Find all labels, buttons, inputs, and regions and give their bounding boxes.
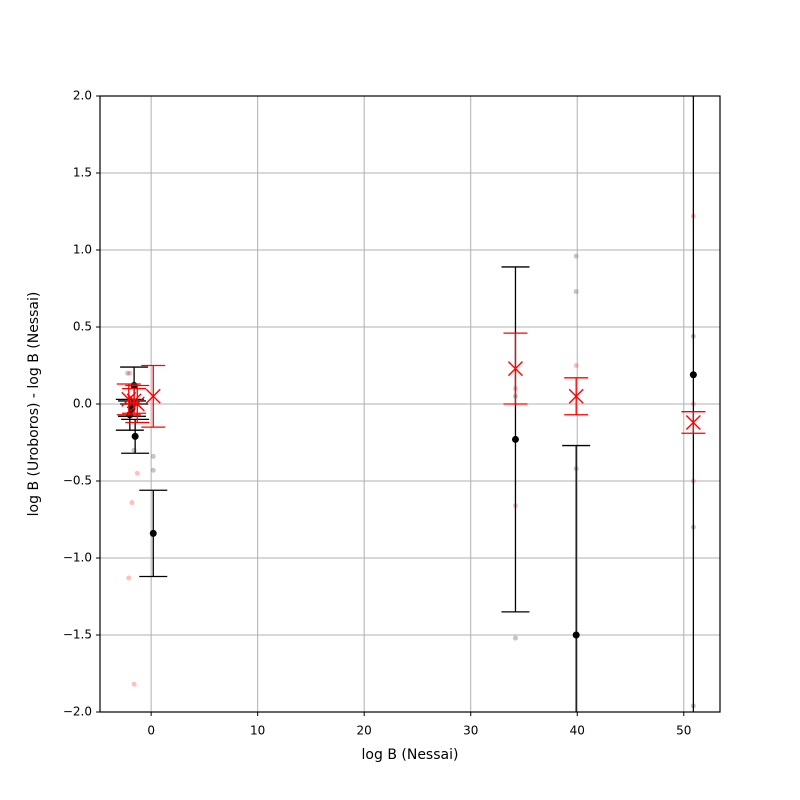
- y-axis-label: log B (Uroboros) - log B (Nessai): [26, 292, 42, 517]
- x-marker: [121, 391, 137, 407]
- x-tick-label: 40: [570, 724, 585, 738]
- y-tick-label: −2.0: [63, 705, 92, 719]
- faint-point: [150, 467, 156, 473]
- x-tick-label: 20: [357, 724, 372, 738]
- plot-area: [115, 96, 706, 712]
- point: [689, 371, 697, 379]
- x-tick-label: 50: [676, 724, 691, 738]
- y-tick-label: 0.0: [73, 397, 92, 411]
- faint-point: [127, 370, 133, 376]
- faint-point: [150, 453, 156, 459]
- point: [149, 529, 157, 537]
- faint-point: [134, 470, 140, 476]
- x-marker: [145, 388, 161, 404]
- point: [131, 432, 139, 440]
- x-tick-label: 30: [463, 724, 478, 738]
- faint-point: [573, 289, 579, 295]
- faint-point: [573, 253, 579, 259]
- faint-point: [131, 681, 137, 687]
- y-tick-label: −1.0: [63, 551, 92, 565]
- faint-point: [126, 575, 132, 581]
- plot-frame: [99, 95, 721, 713]
- x-tick-label: 10: [250, 724, 265, 738]
- point: [511, 435, 519, 443]
- faint-point: [131, 447, 137, 453]
- y-tick-label: 2.0: [73, 89, 92, 103]
- faint-point: [512, 635, 518, 641]
- x-marker: [568, 388, 584, 404]
- y-tick-label: 1.5: [73, 166, 92, 180]
- x-marker: [507, 361, 523, 377]
- faint-point: [129, 500, 135, 506]
- x-marker: [685, 414, 701, 430]
- point: [572, 631, 580, 639]
- y-tick-label: −1.5: [63, 628, 92, 642]
- x-tick-label: 0: [147, 724, 155, 738]
- faint-point: [125, 370, 131, 376]
- y-tick-label: 0.5: [73, 320, 92, 334]
- faint-point: [573, 363, 579, 368]
- y-tick-label: 1.0: [73, 243, 92, 257]
- y-tick-label: −0.5: [63, 474, 92, 488]
- x-marker: [129, 396, 145, 412]
- x-axis-label: log B (Nessai): [362, 747, 459, 763]
